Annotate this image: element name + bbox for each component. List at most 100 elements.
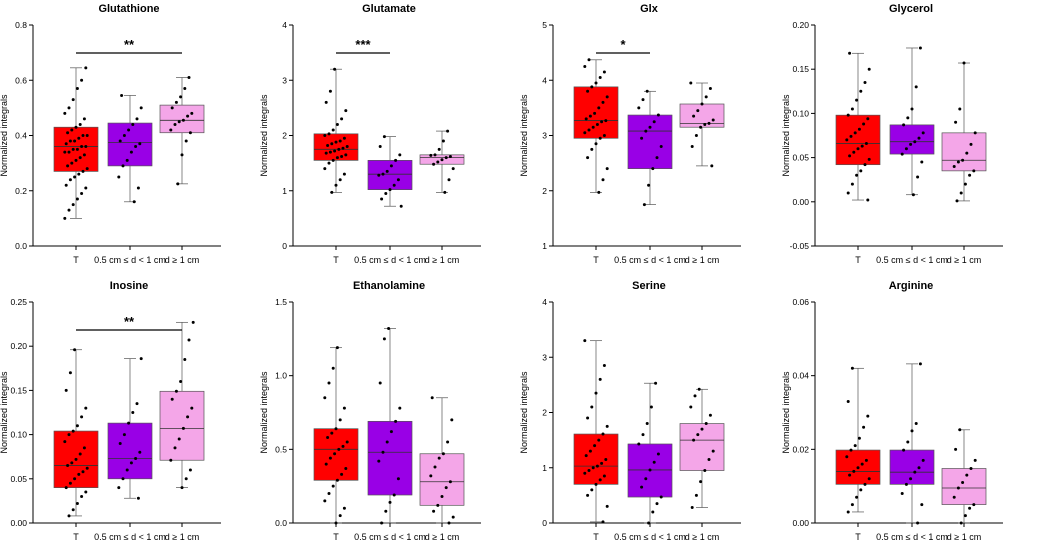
data-point [963,514,967,518]
data-point [954,447,958,451]
box-2 [159,104,205,134]
data-point [81,470,85,474]
data-point [122,134,126,137]
data-point [641,433,645,437]
data-point [961,480,965,484]
data-point [920,160,924,164]
y-axis-label: Normalized integrals [259,94,269,177]
data-point [448,154,452,158]
x-tick-label: T [593,255,599,265]
data-point [70,128,74,132]
data-point [327,161,331,165]
data-point [605,424,609,428]
data-point [380,197,384,201]
data-point [323,167,327,171]
significance-label: *** [355,37,371,52]
data-point [972,169,976,173]
data-point [863,80,867,84]
data-point [969,142,973,146]
y-tick-label: 1 [542,241,547,251]
data-point [860,144,864,148]
data-point [333,452,337,456]
data-point [77,136,81,140]
data-point [392,183,396,187]
data-point [334,140,338,144]
data-point [78,452,82,456]
data-point [338,139,342,143]
data-point [180,153,184,157]
data-point [913,470,917,474]
data-point [74,457,78,461]
panel-glutathione: Glutathione Normalized integrals 0.0 0.2 0.4… [0,3,221,265]
x-tick-label: T [333,532,339,541]
data-point [77,172,81,176]
box-1 [107,422,153,480]
data-point [121,477,125,481]
data-point [849,134,853,138]
data-point [583,471,587,475]
y-tick-label: -0.05 [790,241,810,251]
data-point [80,192,84,196]
y-axis-label: Normalized integrals [519,371,529,454]
y-tick-label: 0.10 [792,108,809,118]
data-point [590,147,594,151]
data-point [73,175,77,179]
data-point [381,172,385,176]
y-axis-label: Normalized integrals [259,371,269,454]
y-tick-label: 0.05 [792,153,809,163]
data-point [138,450,142,454]
data-point [125,468,129,472]
data-point [71,98,75,102]
data-point [429,153,433,157]
data-point [605,167,609,171]
y-tick-label: 1 [282,186,287,196]
data-point [85,466,89,470]
data-point [588,449,592,453]
data-point [904,482,908,486]
data-point [323,134,327,137]
data-point [913,140,917,144]
data-point [64,486,68,490]
data-point [81,134,85,137]
y-tick-label: 0.15 [10,385,27,395]
data-point [135,117,139,121]
significance-label: * [620,37,626,52]
data-point [641,98,645,102]
data-point [598,478,602,482]
data-point [708,413,712,417]
data-point [135,402,139,406]
data-point [958,428,962,432]
data-point [66,164,70,168]
data-point [921,458,925,462]
data-point [857,436,861,440]
box-0 [313,133,359,161]
data-point [324,100,328,104]
data-point [80,415,84,419]
data-point [75,502,79,506]
y-tick-label: 0.2 [15,186,27,196]
data-point [846,510,850,514]
y-tick-label: 2 [542,186,547,196]
data-point [81,169,85,173]
data-point [853,444,857,448]
data-point [378,145,382,149]
data-point [67,150,71,154]
x-tick-label: T [333,255,339,265]
data-point [84,66,88,70]
data-point [432,162,436,166]
panel-title: Ethanolamine [353,280,425,292]
x-tick-label: 0.5 cm ≤ d < 1 cm [354,532,426,541]
data-point [387,327,391,331]
data-point [179,95,183,99]
data-point [139,106,143,110]
data-point [385,169,389,173]
data-point [863,482,867,486]
data-point [63,440,67,444]
data-point [433,153,437,157]
data-point [848,51,852,55]
data-point [75,147,79,151]
data-point [67,433,71,437]
data-point [335,156,339,160]
data-point [326,436,330,440]
